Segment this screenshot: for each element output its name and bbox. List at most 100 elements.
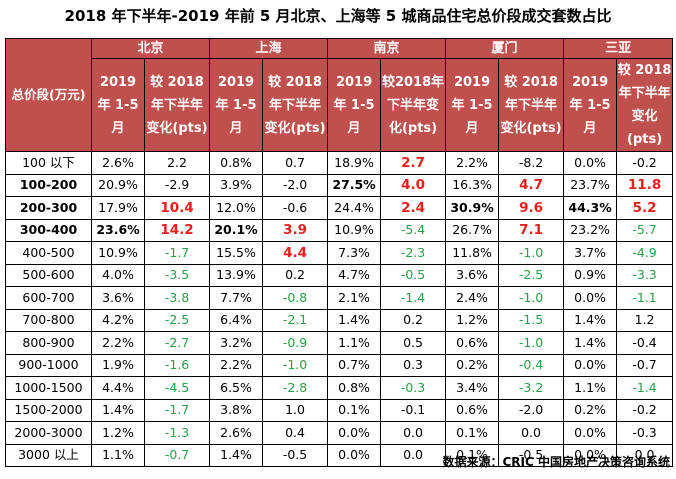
share-cell: 4.4% xyxy=(91,376,145,400)
change-cell: -8.2 xyxy=(498,151,565,175)
share-cell: 6.4% xyxy=(209,308,264,332)
change-cell: 9.6 xyxy=(498,196,565,220)
table-row: 300-400 23.6% 14.2 20.1% 3.9 10.9% -5.4 26.7% 7.… xyxy=(5,218,674,242)
share-cell: 0.0% xyxy=(563,286,618,310)
change-cell: -0.2 xyxy=(616,398,674,422)
sub-header-share: 2019 年 1-5 月 xyxy=(327,58,382,152)
change-cell: 4.0 xyxy=(380,173,447,197)
change-cell: 2.2 xyxy=(143,151,211,175)
change-cell: 0.0 xyxy=(498,421,565,445)
price-range-cell: 300-400 xyxy=(5,218,92,242)
table-row: 900-1000 1.9% -1.6 2.2% -1.0 0.7% 0.3 0.2% -0.4 0… xyxy=(5,353,674,377)
share-cell: 0.9% xyxy=(563,263,618,287)
share-cell: 2.4% xyxy=(445,286,500,310)
share-cell: 3.6% xyxy=(445,263,500,287)
share-cell: 1.4% xyxy=(91,398,145,422)
share-cell: 3.4% xyxy=(445,376,500,400)
change-cell: -0.5 xyxy=(498,443,565,467)
change-cell: 2.7 xyxy=(380,151,447,175)
change-cell: -3.5 xyxy=(143,263,211,287)
change-cell: -0.1 xyxy=(380,398,447,422)
table-title: 2018 年下半年-2019 年前 5 月北京、上海等 5 城商品住宅总价段成交… xyxy=(64,7,612,25)
range-column-header: 总价段(万元) xyxy=(5,38,92,152)
change-cell: -4.9 xyxy=(616,241,674,265)
share-cell: 0.1% xyxy=(445,443,500,467)
city-header: 北京 xyxy=(90,38,211,59)
price-range-cell: 700-800 xyxy=(5,308,92,332)
share-cell: 1.4% xyxy=(327,308,382,332)
price-range-cell: 1500-2000 xyxy=(5,398,92,422)
change-cell: -1.7 xyxy=(143,398,211,422)
share-cell: 2.6% xyxy=(209,421,264,445)
share-cell: 30.9% xyxy=(445,196,500,220)
price-range-cell: 3000 以上 xyxy=(5,443,92,467)
share-cell: 1.4% xyxy=(563,308,618,332)
share-cell: 2.2% xyxy=(91,331,145,355)
table-row: 500-600 4.0% -3.5 13.9% 0.2 4.7% -0.5 3.6% -2.5 0… xyxy=(5,263,674,287)
change-cell: -3.8 xyxy=(143,286,211,310)
table-row: 3000 以上 1.1% -0.7 1.4% -0.5 0.0% 0.0 0.1% -0.5 0.… xyxy=(5,443,674,467)
share-cell: 4.0% xyxy=(91,263,145,287)
change-cell: -0.4 xyxy=(498,353,565,377)
table-row: 1500-2000 1.4% -1.7 3.8% 1.0 0.1% -0.1 0.6% -2.0… xyxy=(5,398,674,422)
share-cell: 13.9% xyxy=(209,263,264,287)
share-cell: 2.2% xyxy=(445,151,500,175)
change-cell: -1.6 xyxy=(143,353,211,377)
share-cell: 1.9% xyxy=(91,353,145,377)
price-range-cell: 100-200 xyxy=(5,173,92,197)
share-cell: 0.8% xyxy=(209,151,264,175)
change-cell: 4.4 xyxy=(262,241,329,265)
sub-header-change: 较 2018 年下半年变化(pts) xyxy=(143,58,211,152)
change-cell: -1.1 xyxy=(616,286,674,310)
price-range-cell: 600-700 xyxy=(5,286,92,310)
change-cell: 0.0 xyxy=(380,421,447,445)
share-cell: 0.8% xyxy=(327,376,382,400)
change-cell: -0.5 xyxy=(380,263,447,287)
change-cell: -2.8 xyxy=(262,376,329,400)
table-row: 1000-1500 4.4% -4.5 6.5% -2.8 0.8% -0.3 3.4% -3.… xyxy=(5,376,674,400)
change-cell: 0.2 xyxy=(380,308,447,332)
change-cell: 4.7 xyxy=(498,173,565,197)
city-header: 上海 xyxy=(209,38,329,59)
change-cell: -3.2 xyxy=(498,376,565,400)
city-header: 南京 xyxy=(327,38,447,59)
change-cell: -1.5 xyxy=(498,308,565,332)
share-cell: 0.0% xyxy=(563,151,618,175)
share-cell: 1.2% xyxy=(445,308,500,332)
change-cell: -1.0 xyxy=(498,286,565,310)
table-row: 800-900 2.2% -2.7 3.2% -0.9 1.1% 0.5 0.6% -1.0 1.… xyxy=(5,331,674,355)
share-cell: 0.7% xyxy=(327,353,382,377)
change-cell: -5.7 xyxy=(616,218,674,242)
share-cell: 0.1% xyxy=(327,398,382,422)
city-header: 三亚 xyxy=(563,38,674,59)
share-cell: 15.5% xyxy=(209,241,264,265)
table-row: 600-700 3.6% -3.8 7.7% -0.8 2.1% -1.4 2.4% -1.0 0… xyxy=(5,286,674,310)
sub-header-change: 较 2018 年下半年变化(pts) xyxy=(616,58,674,152)
change-cell: -0.7 xyxy=(616,353,674,377)
share-cell: 4.7% xyxy=(327,263,382,287)
change-cell: -0.5 xyxy=(262,443,329,467)
share-cell: 24.4% xyxy=(327,196,382,220)
share-cell: 17.9% xyxy=(91,196,145,220)
change-cell: -1.0 xyxy=(498,241,565,265)
change-cell: -1.4 xyxy=(616,376,674,400)
change-cell: 7.1 xyxy=(498,218,565,242)
change-cell: 2.4 xyxy=(380,196,447,220)
change-cell: -2.9 xyxy=(143,173,211,197)
share-cell: 10.9% xyxy=(327,218,382,242)
share-cell: 11.8% xyxy=(445,241,500,265)
change-cell: 0.4 xyxy=(262,421,329,445)
share-cell: 0.0% xyxy=(563,443,618,467)
change-cell: 1.0 xyxy=(262,398,329,422)
share-cell: 0.1% xyxy=(445,421,500,445)
share-cell: 0.6% xyxy=(445,398,500,422)
share-cell: 3.2% xyxy=(209,331,264,355)
change-cell: -0.8 xyxy=(262,286,329,310)
data-source-note: 数据来源：CRIC 中国房地产决策咨询系统 xyxy=(442,455,671,469)
city-header-row: 总价段(万元) 北京 上海 南京 厦门 三亚 xyxy=(5,38,674,152)
change-cell: 3.9 xyxy=(262,218,329,242)
change-cell: -3.3 xyxy=(616,263,674,287)
change-cell: -0.4 xyxy=(616,331,674,355)
city-header: 厦门 xyxy=(445,38,565,59)
share-cell: 0.0% xyxy=(563,421,618,445)
